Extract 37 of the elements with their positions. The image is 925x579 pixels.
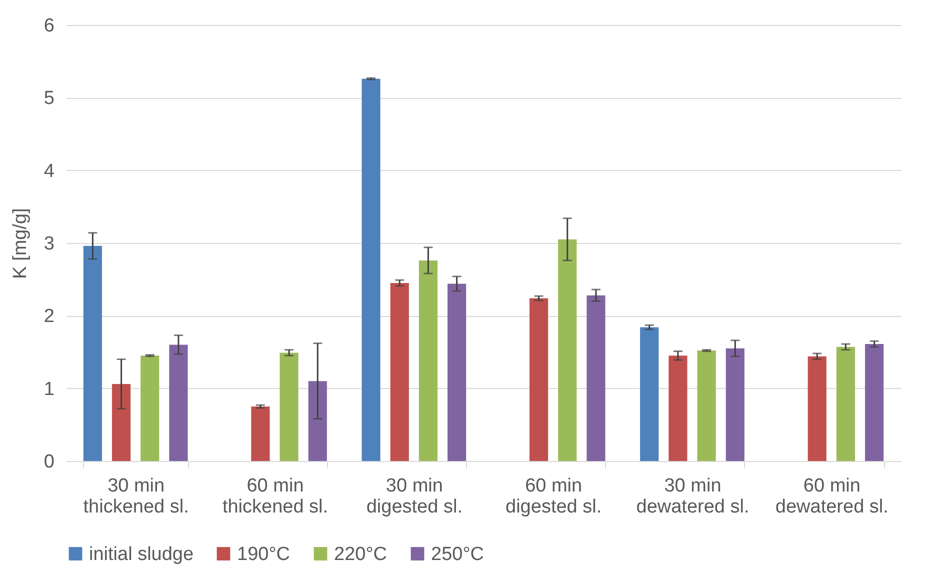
x-tick-label: 30 min dewatered sl. xyxy=(636,476,750,518)
bar xyxy=(448,284,466,461)
x-tick-label: 30 min digested sl. xyxy=(366,476,462,518)
bar xyxy=(586,295,606,461)
bar xyxy=(836,346,856,461)
bar xyxy=(390,282,409,461)
y-tick-label: 2 xyxy=(44,306,54,328)
bar xyxy=(865,344,884,461)
bar xyxy=(112,384,131,461)
bar xyxy=(83,246,102,461)
bar xyxy=(362,78,380,461)
bar xyxy=(529,298,548,461)
x-tick-label: 60 min thickened sl. xyxy=(222,476,328,518)
bar xyxy=(697,350,716,461)
bar xyxy=(280,352,298,461)
legend-label: initial sludge xyxy=(89,544,194,565)
x-tick-label: 30 min thickened sl. xyxy=(83,476,189,518)
bar xyxy=(169,344,188,461)
x-tick-label: 60 min dewatered sl. xyxy=(775,476,888,518)
legend-label: 190°C xyxy=(237,544,290,565)
x-tick-label: 60 min digested sl. xyxy=(506,476,602,518)
bar xyxy=(140,356,160,461)
bar xyxy=(808,356,826,461)
bar xyxy=(418,260,438,461)
bar xyxy=(308,381,327,461)
y-tick-label: 0 xyxy=(44,452,54,472)
y-tick-label: 5 xyxy=(44,88,54,110)
bar xyxy=(726,348,744,461)
y-tick-label: 1 xyxy=(44,378,54,400)
legend-label: 220°C xyxy=(334,544,388,565)
bar xyxy=(558,239,577,461)
y-tick-label: 3 xyxy=(44,234,54,254)
y-tick-label: 6 xyxy=(44,16,54,36)
legend-label: 250°C xyxy=(431,544,484,565)
bar xyxy=(668,356,688,461)
y-tick-label: 4 xyxy=(44,160,55,182)
y-axis-title: K [mg/g] xyxy=(10,208,31,279)
